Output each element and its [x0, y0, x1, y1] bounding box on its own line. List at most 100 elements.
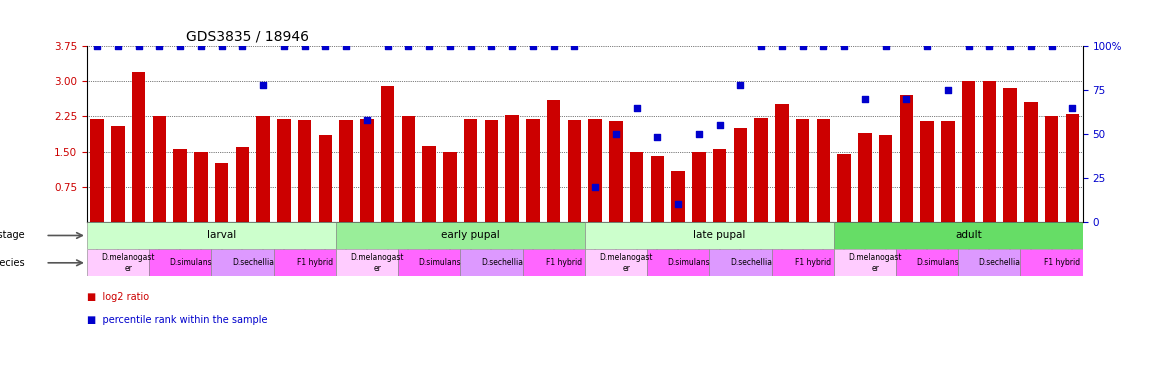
Point [337, 43, 356, 49]
Text: adult: adult [955, 230, 982, 240]
Point [192, 43, 211, 49]
Text: late pupal: late pupal [694, 230, 746, 240]
Point [814, 43, 833, 49]
Point [482, 43, 500, 49]
Point [1001, 43, 1019, 49]
Bar [958, 249, 1020, 276]
Text: D.melanogast
er: D.melanogast er [849, 253, 902, 273]
Bar [941, 121, 954, 222]
Bar [834, 249, 896, 276]
Text: D.sechellia: D.sechellia [481, 258, 522, 267]
Point [358, 117, 376, 123]
Bar [87, 222, 336, 249]
Point [731, 82, 749, 88]
Point [130, 43, 148, 49]
Bar [402, 116, 416, 222]
Point [212, 43, 230, 49]
Point [274, 43, 293, 49]
Point [648, 134, 667, 141]
Bar [195, 152, 207, 222]
Bar [896, 249, 958, 276]
Bar [1045, 116, 1058, 222]
Point [586, 184, 604, 190]
Bar [256, 116, 270, 222]
Text: F1 hybrid: F1 hybrid [1043, 258, 1080, 267]
Bar [339, 120, 353, 222]
Text: D.sechellia: D.sechellia [232, 258, 273, 267]
Bar [132, 72, 146, 222]
Text: D.sechellia: D.sechellia [979, 258, 1020, 267]
Bar [318, 135, 332, 222]
Bar [211, 249, 273, 276]
Bar [585, 222, 834, 249]
Text: D.melanogast
er: D.melanogast er [600, 253, 653, 273]
Bar [460, 249, 522, 276]
Point [772, 43, 791, 49]
Bar [381, 86, 395, 222]
Point [980, 43, 998, 49]
Bar [585, 249, 647, 276]
Bar [336, 222, 585, 249]
Bar [526, 119, 540, 222]
Bar [485, 120, 498, 222]
Bar [962, 81, 975, 222]
Bar [692, 152, 705, 222]
Point [669, 201, 688, 207]
Bar [236, 147, 249, 222]
Bar [398, 249, 460, 276]
Text: F1 hybrid: F1 hybrid [296, 258, 334, 267]
Bar [464, 119, 477, 222]
Bar [153, 116, 167, 222]
Text: D.melanogast
er: D.melanogast er [351, 253, 404, 273]
Point [897, 96, 916, 102]
Bar [796, 119, 809, 222]
Bar [900, 95, 914, 222]
Bar [336, 249, 398, 276]
Bar [588, 119, 602, 222]
Bar [1003, 88, 1017, 222]
Bar [651, 156, 665, 222]
Point [316, 43, 335, 49]
Point [295, 43, 314, 49]
Point [939, 87, 958, 93]
Point [461, 43, 479, 49]
Point [690, 131, 709, 137]
Point [1042, 43, 1061, 49]
Text: ■  percentile rank within the sample: ■ percentile rank within the sample [87, 315, 267, 325]
Bar [111, 126, 125, 222]
Point [523, 43, 542, 49]
Bar [1065, 114, 1079, 222]
Point [109, 43, 127, 49]
Bar [709, 249, 771, 276]
Point [793, 43, 812, 49]
Point [918, 43, 937, 49]
Bar [858, 133, 872, 222]
Text: D.simulans: D.simulans [916, 258, 959, 267]
Text: ■  log2 ratio: ■ log2 ratio [87, 292, 149, 302]
Bar [174, 149, 186, 222]
Point [565, 43, 584, 49]
Point [1021, 43, 1040, 49]
Bar [522, 249, 585, 276]
Bar [505, 116, 519, 222]
Bar [90, 119, 104, 222]
Bar [567, 120, 581, 222]
Point [628, 104, 646, 111]
Text: D.simulans: D.simulans [418, 258, 461, 267]
Bar [983, 81, 996, 222]
Bar [277, 119, 291, 222]
Bar [630, 152, 644, 222]
Point [151, 43, 169, 49]
Bar [713, 149, 726, 222]
Bar [423, 146, 435, 222]
Bar [734, 128, 747, 222]
Point [607, 131, 625, 137]
Point [544, 43, 563, 49]
Bar [837, 154, 851, 222]
Text: D.melanogast
er: D.melanogast er [102, 253, 155, 273]
Bar [609, 121, 623, 222]
Text: GDS3835 / 18946: GDS3835 / 18946 [186, 30, 309, 43]
Point [856, 96, 874, 102]
Text: D.simulans: D.simulans [667, 258, 710, 267]
Bar [834, 222, 1083, 249]
